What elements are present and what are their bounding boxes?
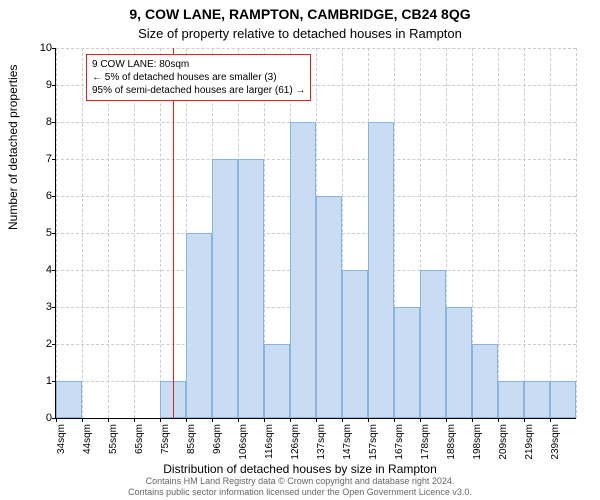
bar (212, 159, 238, 418)
gridline-v (576, 48, 577, 418)
xtick-label: 157sqm (368, 424, 379, 464)
attribution: Contains HM Land Registry data © Crown c… (0, 476, 600, 498)
xtick-label: 239sqm (550, 424, 561, 464)
xtick-label: 96sqm (212, 424, 223, 464)
ytick-label: 5 (12, 227, 52, 239)
ytick-label: 4 (12, 264, 52, 276)
ytick-label: 2 (12, 338, 52, 350)
xtick-label: 147sqm (342, 424, 353, 464)
xtick-label: 126sqm (290, 424, 301, 464)
bar (342, 270, 368, 418)
xtick-mark (134, 418, 135, 422)
plot-area: 01234567891034sqm44sqm55sqm65sqm75sqm85s… (55, 48, 576, 419)
annotation-box: 9 COW LANE: 80sqm← 5% of detached houses… (86, 54, 311, 101)
xtick-label: 209sqm (498, 424, 509, 464)
xtick-label: 65sqm (134, 424, 145, 464)
xtick-mark (420, 418, 421, 422)
gridline-v (498, 48, 499, 418)
annotation-line: 9 COW LANE: 80sqm (92, 58, 305, 71)
attribution-line1: Contains HM Land Registry data © Crown c… (146, 476, 455, 486)
xtick-label: 44sqm (82, 424, 93, 464)
xtick-mark (446, 418, 447, 422)
bar (290, 122, 316, 418)
x-axis-label: Distribution of detached houses by size … (0, 462, 600, 476)
ytick-label: 9 (12, 79, 52, 91)
xtick-label: 106sqm (238, 424, 249, 464)
xtick-mark (524, 418, 525, 422)
xtick-mark (342, 418, 343, 422)
bar (420, 270, 446, 418)
gridline-v (160, 48, 161, 418)
xtick-label: 178sqm (420, 424, 431, 464)
xtick-label: 167sqm (394, 424, 405, 464)
reference-line (173, 48, 174, 418)
xtick-label: 188sqm (446, 424, 457, 464)
xtick-label: 34sqm (56, 424, 67, 464)
ytick-label: 3 (12, 301, 52, 313)
xtick-mark (472, 418, 473, 422)
ytick-label: 10 (12, 42, 52, 54)
xtick-mark (82, 418, 83, 422)
ytick-label: 6 (12, 190, 52, 202)
xtick-mark (264, 418, 265, 422)
bar (394, 307, 420, 418)
bar (498, 381, 524, 418)
xtick-label: 137sqm (316, 424, 327, 464)
xtick-mark (394, 418, 395, 422)
gridline-v (82, 48, 83, 418)
ytick-label: 1 (12, 375, 52, 387)
xtick-mark (316, 418, 317, 422)
xtick-mark (108, 418, 109, 422)
bar (316, 196, 342, 418)
bar (186, 233, 212, 418)
ytick-label: 7 (12, 153, 52, 165)
ytick-label: 0 (12, 412, 52, 424)
attribution-line2: Contains public sector information licen… (128, 487, 472, 497)
annotation-line: ← 5% of detached houses are smaller (3) (92, 71, 305, 84)
chart-subtitle: Size of property relative to detached ho… (0, 26, 600, 41)
xtick-label: 85sqm (186, 424, 197, 464)
bar (368, 122, 394, 418)
bar (264, 344, 290, 418)
bar (472, 344, 498, 418)
bar (524, 381, 550, 418)
gridline-v (524, 48, 525, 418)
xtick-label: 219sqm (524, 424, 535, 464)
bar (238, 159, 264, 418)
xtick-mark (212, 418, 213, 422)
gridline-v (550, 48, 551, 418)
xtick-label: 55sqm (108, 424, 119, 464)
xtick-mark (160, 418, 161, 422)
xtick-mark (56, 418, 57, 422)
xtick-mark (498, 418, 499, 422)
chart-container: 9, COW LANE, RAMPTON, CAMBRIDGE, CB24 8Q… (0, 0, 600, 500)
xtick-label: 116sqm (264, 424, 275, 464)
xtick-mark (186, 418, 187, 422)
ytick-label: 8 (12, 116, 52, 128)
gridline-v (134, 48, 135, 418)
xtick-label: 75sqm (160, 424, 171, 464)
page-title: 9, COW LANE, RAMPTON, CAMBRIDGE, CB24 8Q… (0, 6, 600, 22)
gridline-v (108, 48, 109, 418)
xtick-mark (368, 418, 369, 422)
annotation-line: 95% of semi-detached houses are larger (… (92, 84, 305, 97)
bar (56, 381, 82, 418)
xtick-label: 198sqm (472, 424, 483, 464)
bar (446, 307, 472, 418)
xtick-mark (238, 418, 239, 422)
xtick-mark (290, 418, 291, 422)
bar (550, 381, 576, 418)
gridline-v (56, 48, 57, 418)
xtick-mark (550, 418, 551, 422)
